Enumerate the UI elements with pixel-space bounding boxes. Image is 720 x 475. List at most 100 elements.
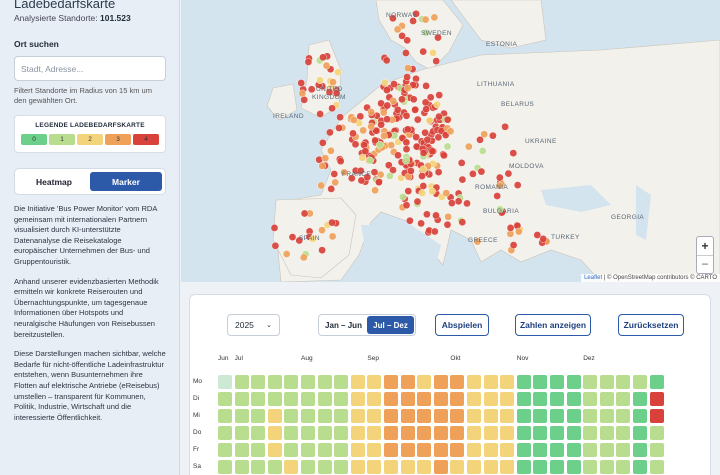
- day-cell[interactable]: [483, 392, 498, 406]
- day-cell[interactable]: [317, 426, 332, 440]
- day-cell[interactable]: [317, 392, 332, 406]
- day-cell[interactable]: [218, 392, 232, 406]
- day-cell[interactable]: [633, 443, 647, 457]
- map-marker[interactable]: [327, 146, 335, 155]
- map-marker[interactable]: [390, 80, 398, 88]
- map-marker[interactable]: [382, 56, 391, 65]
- day-cell[interactable]: [616, 375, 631, 389]
- day-cell[interactable]: [251, 392, 266, 406]
- map-marker[interactable]: [513, 181, 522, 189]
- day-cell[interactable]: [384, 426, 398, 440]
- day-cell[interactable]: [550, 426, 564, 440]
- map-marker[interactable]: [350, 116, 358, 124]
- map-marker[interactable]: [331, 178, 339, 187]
- map-marker[interactable]: [446, 127, 455, 136]
- day-cell[interactable]: [583, 409, 598, 423]
- map-marker[interactable]: [423, 135, 432, 144]
- day-cell[interactable]: [467, 409, 481, 423]
- map-marker[interactable]: [402, 156, 410, 165]
- map-marker[interactable]: [402, 49, 410, 57]
- map-marker[interactable]: [504, 169, 513, 178]
- map-marker[interactable]: [356, 166, 365, 175]
- map-marker[interactable]: [304, 58, 313, 66]
- day-cell[interactable]: [649, 426, 664, 440]
- map-marker[interactable]: [295, 236, 304, 245]
- day-cell[interactable]: [616, 460, 631, 474]
- map-marker[interactable]: [454, 197, 463, 206]
- map-marker[interactable]: [533, 231, 542, 239]
- day-cell[interactable]: [284, 460, 299, 474]
- map-marker[interactable]: [300, 96, 308, 104]
- map-marker[interactable]: [340, 168, 348, 177]
- day-cell[interactable]: [633, 460, 647, 474]
- day-cell[interactable]: [384, 409, 398, 423]
- day-cell[interactable]: [317, 375, 332, 389]
- day-cell[interactable]: [417, 409, 432, 423]
- day-cell[interactable]: [384, 375, 398, 389]
- map-marker[interactable]: [335, 124, 343, 132]
- day-cell[interactable]: [267, 409, 282, 423]
- day-cell[interactable]: [450, 409, 465, 423]
- map-marker[interactable]: [495, 173, 504, 182]
- day-cell[interactable]: [516, 426, 531, 440]
- map-marker[interactable]: [419, 149, 428, 157]
- map-marker[interactable]: [334, 68, 342, 76]
- day-cell[interactable]: [467, 443, 481, 457]
- day-cell[interactable]: [633, 392, 647, 406]
- day-cell[interactable]: [483, 443, 498, 457]
- map-marker[interactable]: [298, 89, 307, 98]
- map[interactable]: NORWAY SWEDEN ESTONIA UNITED KINGDOM LITHUANI…: [181, 0, 720, 282]
- map-marker[interactable]: [402, 145, 411, 153]
- map-marker[interactable]: [440, 151, 448, 160]
- map-marker[interactable]: [443, 220, 452, 229]
- day-cell[interactable]: [334, 426, 349, 440]
- day-cell[interactable]: [218, 460, 232, 474]
- day-cell[interactable]: [516, 409, 531, 423]
- map-marker[interactable]: [351, 140, 360, 149]
- map-marker[interactable]: [309, 235, 317, 243]
- map-marker[interactable]: [332, 89, 341, 98]
- show-numbers-button[interactable]: Zahlen anzeigen: [515, 314, 591, 336]
- map-marker[interactable]: [404, 64, 412, 72]
- map-marker[interactable]: [389, 166, 397, 174]
- day-cell[interactable]: [384, 460, 398, 474]
- map-marker[interactable]: [318, 138, 327, 147]
- map-marker[interactable]: [403, 84, 412, 92]
- map-marker[interactable]: [384, 161, 393, 169]
- map-marker[interactable]: [398, 95, 406, 104]
- day-cell[interactable]: [301, 409, 315, 423]
- day-cell[interactable]: [400, 392, 415, 406]
- map-marker[interactable]: [363, 173, 372, 181]
- map-marker[interactable]: [463, 199, 471, 208]
- map-marker[interactable]: [403, 73, 411, 81]
- day-cell[interactable]: [500, 443, 515, 457]
- day-cell[interactable]: [334, 392, 349, 406]
- day-cell[interactable]: [599, 375, 614, 389]
- map-marker[interactable]: [394, 151, 402, 160]
- day-cell[interactable]: [350, 460, 365, 474]
- map-marker[interactable]: [318, 162, 326, 170]
- map-marker[interactable]: [509, 149, 518, 157]
- day-cell[interactable]: [533, 460, 548, 474]
- map-marker[interactable]: [371, 186, 379, 195]
- map-marker[interactable]: [328, 232, 337, 241]
- day-cell[interactable]: [234, 409, 249, 423]
- day-cell[interactable]: [566, 375, 581, 389]
- map-marker[interactable]: [506, 224, 515, 232]
- day-cell[interactable]: [583, 443, 598, 457]
- map-marker[interactable]: [288, 233, 297, 241]
- day-cell[interactable]: [251, 426, 266, 440]
- half-year-1-button[interactable]: Jan – Jun: [325, 320, 362, 330]
- day-cell[interactable]: [234, 460, 249, 474]
- day-cell[interactable]: [649, 375, 664, 389]
- day-cell[interactable]: [417, 460, 432, 474]
- map-marker[interactable]: [330, 170, 339, 178]
- map-marker[interactable]: [387, 141, 395, 149]
- day-cell[interactable]: [516, 392, 531, 406]
- day-cell[interactable]: [599, 443, 614, 457]
- day-cell[interactable]: [583, 392, 598, 406]
- day-cell[interactable]: [267, 375, 282, 389]
- map-marker[interactable]: [376, 140, 384, 149]
- map-marker[interactable]: [539, 235, 548, 243]
- day-cell[interactable]: [616, 426, 631, 440]
